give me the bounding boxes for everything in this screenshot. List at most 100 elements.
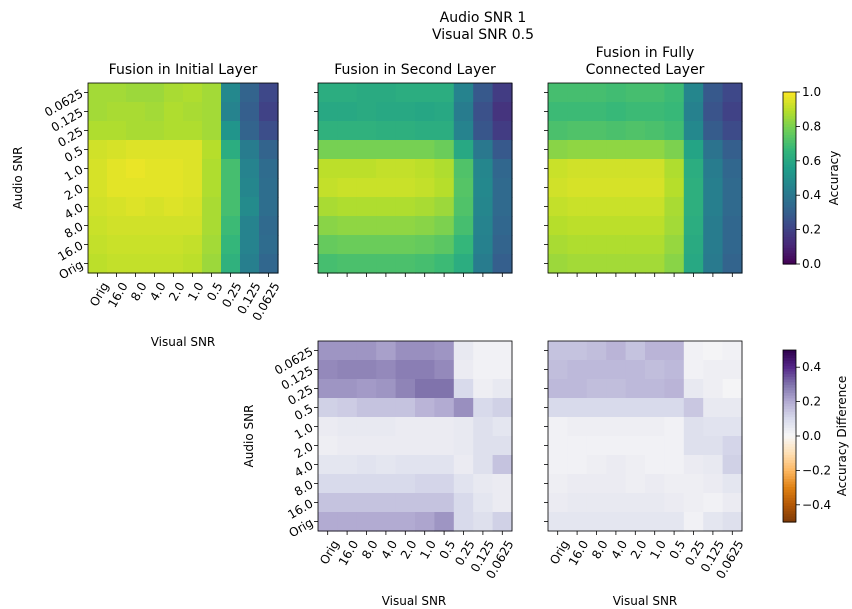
colorbar-segment (783, 452, 796, 456)
heatmap-panel-1: Fusion in Initial Layer0.06250.1250.250.… (11, 62, 283, 349)
heatmap-cell (318, 341, 338, 361)
heatmap-cell (434, 235, 455, 255)
heatmap-cell (473, 216, 494, 236)
heatmap-cell (107, 254, 127, 274)
heatmap-cell (126, 197, 146, 217)
heatmap-cell (337, 417, 358, 437)
heatmap-cell (107, 178, 127, 198)
heatmap-cell (722, 216, 743, 236)
heatmap-cell (548, 83, 568, 103)
heatmap-cell (548, 102, 568, 122)
colorbar-segment (783, 218, 796, 222)
axes-frame (547, 82, 743, 274)
colorbar-segment (783, 258, 796, 262)
heatmap-cell (376, 235, 397, 255)
colorbar-segment (783, 457, 796, 461)
heatmap-cell (586, 398, 607, 418)
heatmap-cell (145, 178, 165, 198)
heatmap-cell (126, 140, 146, 160)
heatmap-cell (221, 121, 241, 141)
panel-title: Fusion in Initial Layer (109, 62, 258, 78)
heatmap-panel-2: Fusion in Second Layer (314, 62, 513, 277)
colorbar-label: Accuracy Difference (835, 376, 849, 496)
heatmap-cell (645, 474, 665, 494)
heatmap-cell (202, 197, 222, 217)
colorbar-segment (783, 355, 796, 359)
heatmap-cell (415, 417, 435, 437)
heatmap-cell (548, 379, 568, 399)
colorbar-segment (783, 210, 796, 214)
heatmap-cell (356, 102, 377, 122)
heatmap-cell (586, 216, 607, 236)
colorbar-segment (783, 167, 796, 171)
heatmap-cell (473, 197, 494, 217)
heatmap-cell (492, 493, 513, 513)
heatmap-cell (356, 436, 377, 456)
heatmap-cell (645, 512, 665, 532)
figure-title-line1: Audio SNR 1 (440, 10, 527, 26)
heatmap-cell (606, 474, 627, 494)
heatmap-cell (202, 178, 222, 198)
heatmap-cell (318, 235, 338, 255)
x-tick-label: 2.0 (398, 538, 420, 562)
heatmap-cell (453, 102, 474, 122)
colorbar-segment (783, 183, 796, 187)
heatmap-cell (722, 159, 743, 179)
colorbar-segment (783, 444, 796, 448)
heatmap-cell (337, 254, 358, 274)
heatmap-cell (183, 178, 203, 198)
heatmap-cell (145, 235, 165, 255)
colorbar-segment (783, 159, 796, 163)
heatmap-cell (88, 216, 108, 236)
heatmap-cell (376, 360, 397, 380)
heatmap-cell (586, 83, 607, 103)
heatmap-cell (240, 159, 260, 179)
colorbar-segment (783, 169, 796, 174)
heatmap-cell (703, 121, 724, 141)
y-tick-label: 4.0 (292, 458, 316, 480)
heatmap-cell (145, 254, 165, 274)
heatmap-cell (586, 436, 607, 456)
heatmap-cell (586, 197, 607, 217)
heatmap-cell (548, 455, 568, 475)
heatmap-cell (683, 512, 704, 532)
heatmap-cell (567, 235, 588, 255)
heatmap-cell (473, 235, 494, 255)
colorbar-segment (783, 411, 796, 416)
heatmap-cell (567, 83, 588, 103)
colorbar-segment (783, 202, 796, 206)
heatmap-cell (221, 140, 241, 160)
heatmap-cell (606, 197, 627, 217)
heatmap-cell (473, 178, 494, 198)
heatmap-cell (722, 512, 743, 532)
colorbar-segment (783, 164, 796, 168)
y-tick-label: 16.0 (285, 496, 315, 521)
heatmap-cell (88, 121, 108, 141)
heatmap-cell (683, 140, 704, 160)
colorbar-tick-label: 0.4 (802, 188, 821, 202)
heatmap-cell (453, 216, 474, 236)
heatmap-cell (664, 254, 685, 274)
heatmap-cell (664, 159, 685, 179)
heatmap-cell (625, 197, 646, 217)
heatmap-cell (625, 398, 646, 418)
heatmap-cell (376, 341, 397, 361)
heatmap-cell (318, 178, 338, 198)
heatmap-cell (145, 216, 165, 236)
heatmap-cell (202, 140, 222, 160)
heatmap-cell (473, 102, 494, 122)
heatmap-cell (337, 474, 358, 494)
heatmap-cell (356, 455, 377, 475)
heatmap-cell (202, 159, 222, 179)
colorbar-segment (783, 376, 796, 381)
heatmap-cell (473, 512, 494, 532)
heatmap-cell (376, 121, 397, 141)
colorbar-segment (783, 446, 796, 451)
heatmap-cell (337, 398, 358, 418)
colorbar-segment (783, 441, 796, 445)
heatmap-panel-4: 0.06250.1250.250.51.02.04.08.016.0OrigOr… (242, 340, 517, 608)
heatmap-cell (376, 216, 397, 236)
colorbar-segment (783, 495, 796, 499)
heatmap-cell (337, 121, 358, 141)
heatmap-cell (145, 83, 165, 103)
